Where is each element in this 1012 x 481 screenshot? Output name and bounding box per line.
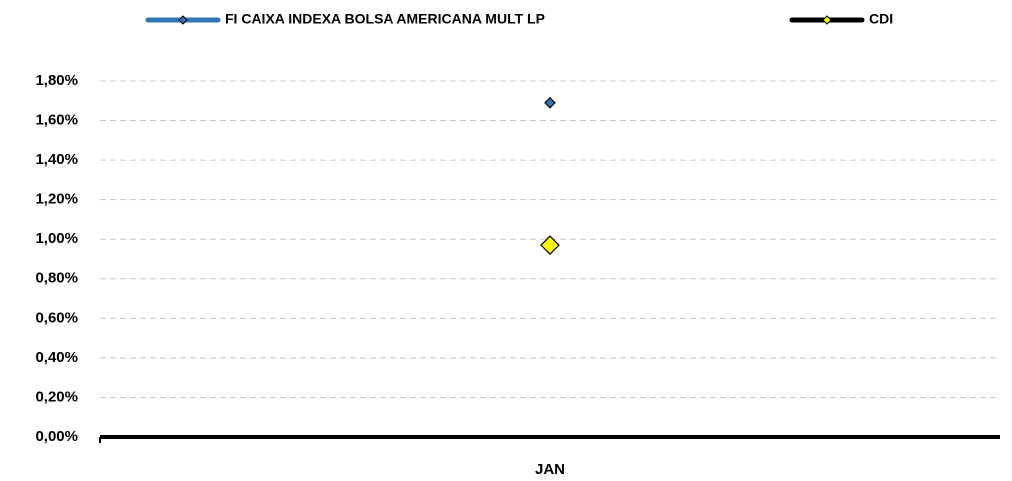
y-tick-label: 1,80%: [35, 72, 78, 89]
x-tick-label: JAN: [535, 461, 565, 478]
y-tick-label: 0,60%: [35, 309, 78, 326]
marker: [544, 96, 556, 109]
y-tick-label: 0,40%: [35, 349, 78, 366]
marker: [540, 235, 560, 256]
y-tick-label: 0,00%: [35, 428, 78, 445]
y-tick-label: 1,00%: [35, 230, 78, 247]
y-tick-label: 1,40%: [35, 151, 78, 168]
legend-label: CDI: [869, 11, 893, 27]
legend-marker: [178, 15, 188, 25]
y-tick-label: 1,60%: [35, 112, 78, 129]
legend-label: FI CAIXA INDEXA BOLSA AMERICANA MULT LP: [225, 11, 545, 27]
legend-marker: [822, 15, 832, 25]
y-tick-label: 0,20%: [35, 388, 78, 405]
y-tick-label: 1,20%: [35, 191, 78, 208]
y-tick-label: 0,80%: [35, 270, 78, 287]
